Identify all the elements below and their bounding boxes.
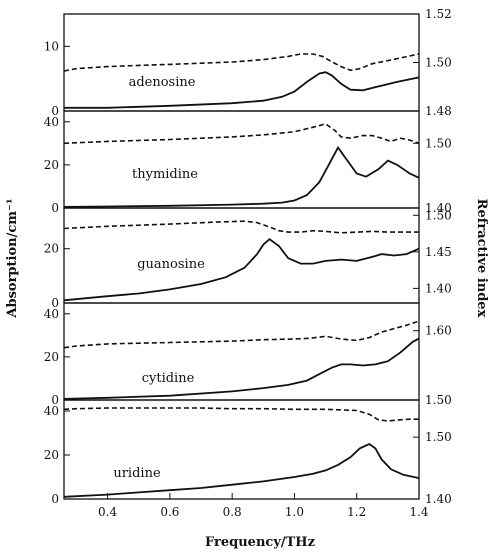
left-y-tick-label: 20 [44, 350, 59, 364]
right-y-tick-label: 1.50 [425, 56, 452, 70]
absorption-line-adenosine [64, 71, 420, 109]
panel-guanosine: 0 20 1.40 1.45 1.50 guanosine [44, 207, 452, 310]
refractive-index-line-uridine [63, 407, 419, 422]
right-y-tick-label: 1.50 [425, 430, 452, 444]
left-y-tick-label: 20 [44, 242, 59, 256]
left-y-tick-label: 0 [51, 201, 59, 215]
panel-label-cytidine: cytidine [142, 371, 195, 386]
x-axis: 0.4 0.6 0.8 1.0 1.2 1.4 [98, 493, 429, 519]
left-y-tick-label: 40 [44, 404, 59, 418]
right-y-axis-title: Refractive index [474, 199, 489, 318]
refractive-index-line-cytidine [63, 320, 420, 349]
panel-label-thymidine: thymidine [132, 167, 198, 182]
x-tick-label: 0.6 [160, 505, 179, 519]
left-y-tick-label: 10 [44, 39, 59, 53]
x-tick-label: 1.4 [409, 505, 428, 519]
panel-frame [63, 399, 420, 500]
absorption-line-cytidine [63, 337, 420, 400]
x-tick-label: 1.0 [285, 505, 304, 519]
right-y-tick-label: 1.60 [425, 324, 452, 338]
absorption-line-guanosine [63, 238, 420, 302]
refractive-index-line-guanosine [63, 220, 419, 234]
right-y-tick-label: 1.50 [425, 393, 452, 407]
left-y-tick-label: 40 [44, 307, 59, 321]
right-y-tick-label: 1.40 [425, 281, 452, 295]
x-tick-label: 1.2 [347, 505, 366, 519]
panel-adenosine: 0 10 1.48 1.50 1.52 adenosine [44, 7, 452, 118]
left-y-tick-label: 40 [44, 115, 59, 129]
right-y-tick-label: 1.50 [425, 208, 452, 222]
panel-uridine: 0 20 40 1.40 1.50 uridine [44, 399, 452, 506]
refractive-index-line-adenosine [63, 53, 420, 72]
right-y-tick-label: 1.40 [425, 201, 452, 215]
panel-frame [63, 302, 420, 401]
panel-label-guanosine: guanosine [137, 257, 205, 272]
left-y-tick-label: 0 [51, 393, 59, 407]
right-y-tick-label: 1.40 [425, 492, 452, 506]
absorption-line-thymidine [63, 145, 420, 208]
right-y-tick-label: 1.52 [425, 7, 452, 21]
left-y-axis-title: Absorption/cm⁻¹ [5, 198, 20, 318]
chart-panels: 0101.481.501.52adenosine020401.401.50thy… [44, 7, 452, 506]
right-y-tick-label: 1.50 [425, 136, 452, 150]
right-y-tick-label: 1.48 [425, 104, 452, 118]
x-tick-label: 0.8 [223, 505, 242, 519]
x-tick-label: 0.4 [98, 505, 117, 519]
panel-frame [63, 110, 420, 209]
panel-label-uridine: uridine [113, 466, 161, 481]
panel-frame [63, 207, 420, 304]
panel-frame [63, 13, 420, 112]
left-y-tick-label: 0 [51, 296, 59, 310]
panel-thymidine: 0 20 40 1.40 1.50 thymidine [44, 110, 452, 215]
x-axis-title: Frequency/THz [205, 535, 315, 550]
left-y-tick-label: 20 [44, 448, 59, 462]
refractive-index-line-thymidine [63, 123, 420, 145]
absorption-line-uridine [63, 442, 420, 498]
left-y-tick-label: 0 [51, 492, 59, 506]
left-y-tick-label: 20 [44, 158, 59, 172]
left-y-tick-label: 0 [51, 104, 59, 118]
panel-label-adenosine: adenosine [129, 75, 196, 90]
right-y-tick-label: 1.45 [425, 245, 452, 259]
panel-cytidine: 0 20 40 1.50 1.60 cytidine [44, 302, 452, 407]
